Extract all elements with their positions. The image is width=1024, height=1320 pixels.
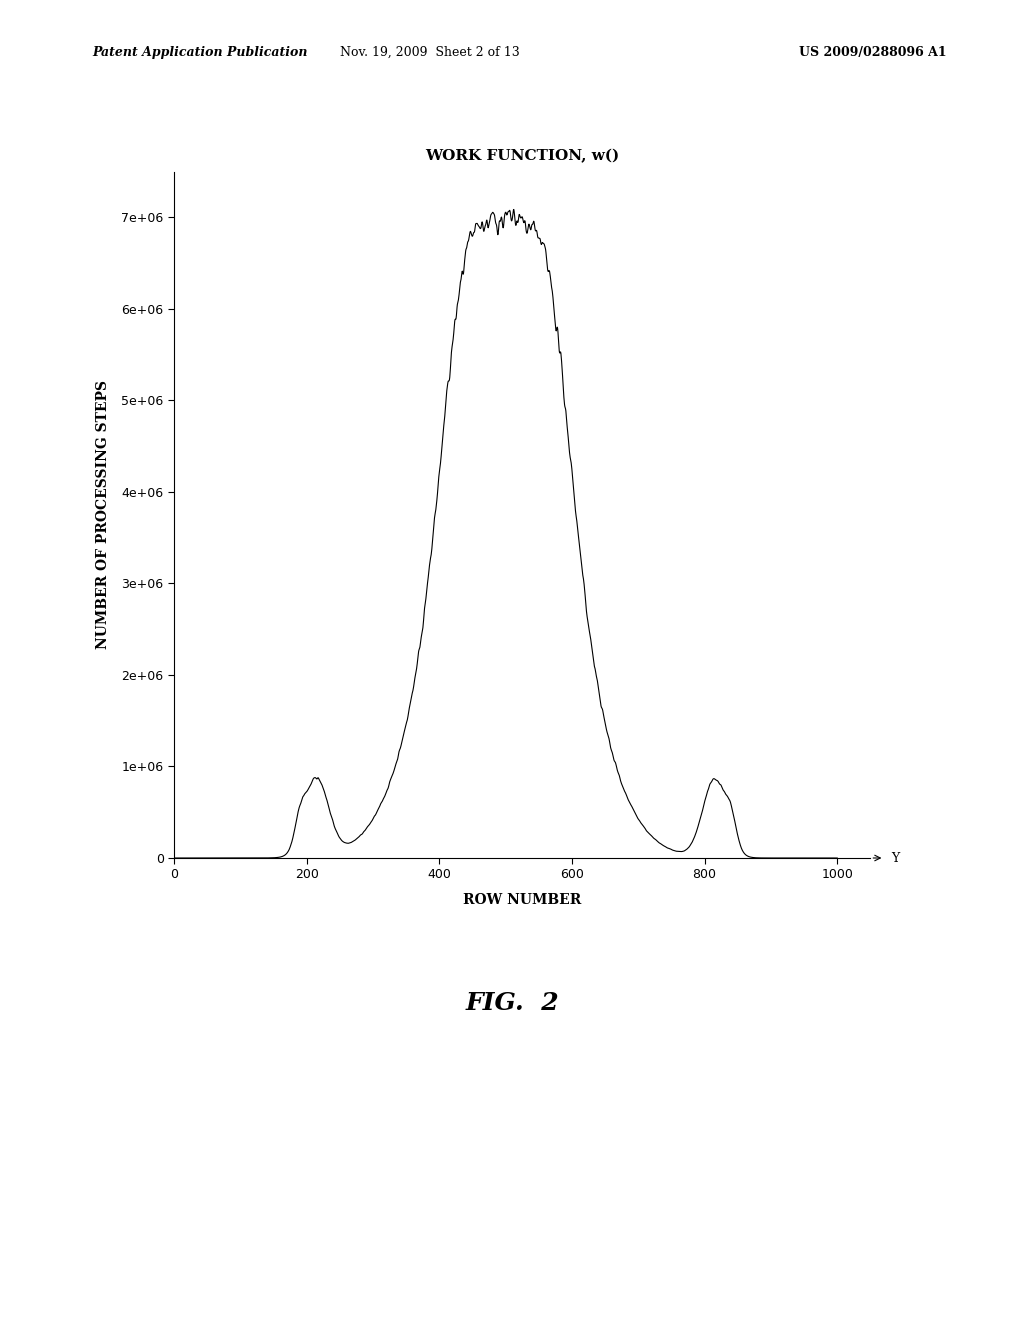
Text: FIG.  2: FIG. 2 bbox=[465, 991, 559, 1015]
Text: Nov. 19, 2009  Sheet 2 of 13: Nov. 19, 2009 Sheet 2 of 13 bbox=[340, 46, 520, 59]
Title: WORK FUNCTION, w(): WORK FUNCTION, w() bbox=[425, 149, 620, 164]
Text: Patent Application Publication: Patent Application Publication bbox=[92, 46, 307, 59]
X-axis label: ROW NUMBER: ROW NUMBER bbox=[463, 892, 582, 907]
Text: Y: Y bbox=[891, 851, 899, 865]
Text: US 2009/0288096 A1: US 2009/0288096 A1 bbox=[799, 46, 946, 59]
Y-axis label: NUMBER OF PROCESSING STEPS: NUMBER OF PROCESSING STEPS bbox=[96, 380, 111, 649]
